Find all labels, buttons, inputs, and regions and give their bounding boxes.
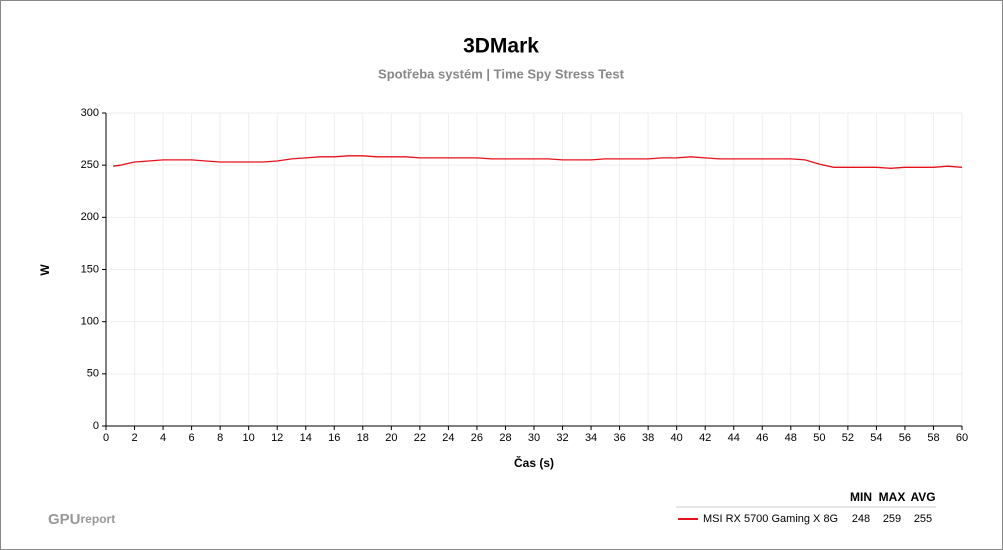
x-tick-label: 60 xyxy=(956,432,968,444)
x-tick-label: 16 xyxy=(328,432,340,444)
x-tick-label: 36 xyxy=(613,432,625,444)
y-tick-label: 0 xyxy=(93,420,99,432)
stats-value: 259 xyxy=(883,513,901,525)
stats-header: MAX xyxy=(879,490,906,504)
logo-main: GPU xyxy=(48,511,81,528)
x-tick-label: 0 xyxy=(103,432,109,444)
x-tick-label: 10 xyxy=(243,432,255,444)
x-tick-label: 50 xyxy=(813,432,825,444)
x-tick-label: 26 xyxy=(471,432,483,444)
x-tick-label: 24 xyxy=(442,432,454,444)
x-axis-label: Čas (s) xyxy=(514,455,554,470)
stats-value: 255 xyxy=(914,513,932,525)
y-tick-label: 250 xyxy=(81,159,99,171)
x-tick-label: 14 xyxy=(300,432,312,444)
y-tick-label: 100 xyxy=(81,316,99,328)
x-tick-label: 12 xyxy=(271,432,283,444)
x-tick-label: 22 xyxy=(414,432,426,444)
stats-header: MIN xyxy=(850,490,872,504)
stats-value: 248 xyxy=(852,513,870,525)
y-tick-label: 50 xyxy=(87,368,99,380)
x-tick-label: 44 xyxy=(728,432,740,444)
x-tick-label: 20 xyxy=(385,432,397,444)
x-tick-label: 54 xyxy=(870,432,882,444)
x-tick-label: 48 xyxy=(785,432,797,444)
x-tick-label: 34 xyxy=(585,432,597,444)
x-tick-label: 46 xyxy=(756,432,768,444)
x-tick-label: 42 xyxy=(699,432,711,444)
x-tick-label: 30 xyxy=(528,432,540,444)
chart-subtitle: Spotřeba systém | Time Spy Stress Test xyxy=(378,66,625,81)
x-tick-label: 2 xyxy=(131,432,137,444)
y-tick-label: 200 xyxy=(81,211,99,223)
logo: GPUreport xyxy=(48,511,115,528)
data-line xyxy=(113,155,963,169)
x-tick-label: 56 xyxy=(899,432,911,444)
x-tick-label: 18 xyxy=(357,432,369,444)
y-tick-label: 300 xyxy=(81,107,99,119)
logo-sub: report xyxy=(81,512,116,526)
x-tick-label: 38 xyxy=(642,432,654,444)
x-tick-label: 52 xyxy=(842,432,854,444)
x-tick-label: 8 xyxy=(217,432,223,444)
y-tick-label: 150 xyxy=(81,263,99,275)
x-tick-label: 4 xyxy=(160,432,166,444)
x-tick-label: 28 xyxy=(499,432,511,444)
x-tick-label: 6 xyxy=(189,432,195,444)
legend-label: MSI RX 5700 Gaming X 8G xyxy=(703,513,838,525)
stats-header: AVG xyxy=(910,490,935,504)
chart-title: 3DMark xyxy=(463,35,539,58)
y-axis-label: W xyxy=(38,264,52,276)
x-tick-label: 58 xyxy=(927,432,939,444)
x-tick-label: 40 xyxy=(671,432,683,444)
x-tick-label: 32 xyxy=(556,432,568,444)
